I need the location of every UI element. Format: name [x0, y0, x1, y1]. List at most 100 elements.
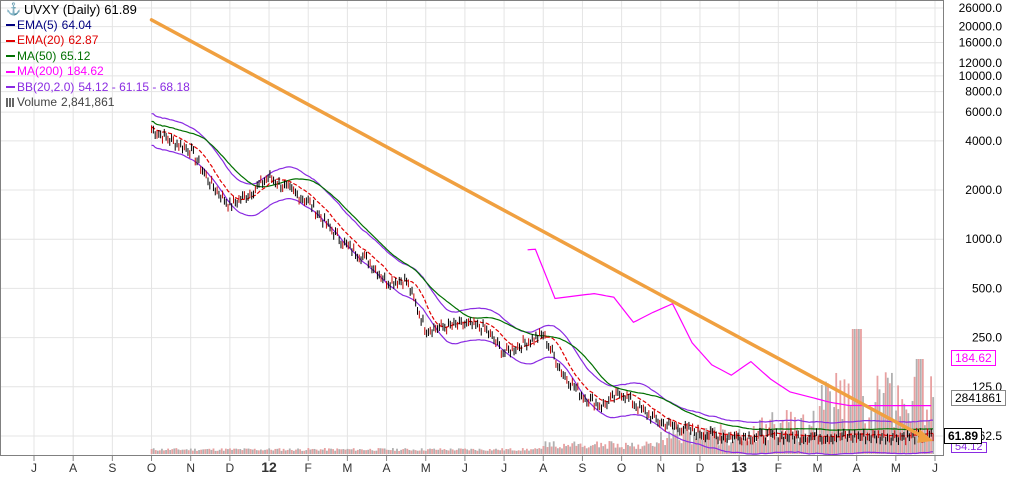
- volume-bar: [495, 448, 497, 454]
- volume-bar: [272, 450, 275, 454]
- volume-bar: [585, 448, 588, 454]
- volume-bar: [862, 396, 864, 454]
- volume-bar: [280, 450, 283, 454]
- legend-label-ema20: EMA(20): [17, 33, 65, 47]
- legend-label-ema5: EMA(5): [17, 17, 58, 32]
- legend-item-ema20: EMA(20) 62.87: [6, 33, 190, 49]
- x-tick-label: A: [539, 461, 547, 475]
- volume-bar: [620, 447, 623, 454]
- volume-bar: [301, 450, 304, 454]
- volume-bar: [579, 443, 582, 454]
- volume-bar: [726, 438, 728, 454]
- volume-bar: [511, 450, 514, 454]
- volume-bar: [290, 449, 293, 454]
- volume-bar: [919, 359, 922, 454]
- volume-bar: [631, 442, 633, 454]
- volume-bar: [321, 449, 324, 454]
- legend-label-volume: Volume: [17, 95, 58, 109]
- volume-bar: [746, 441, 749, 454]
- volume-bar: [777, 437, 780, 454]
- volume-bar: [266, 449, 268, 454]
- volume-bar: [756, 438, 759, 454]
- legend-swatch-ma50: [6, 55, 15, 58]
- volume-bar: [736, 433, 739, 454]
- volume-bar: [893, 427, 895, 454]
- volume-bar: [468, 450, 471, 454]
- ema20-line: [151, 126, 934, 438]
- volume-bar: [293, 450, 295, 454]
- volume-bar: [767, 440, 770, 454]
- volume-bar: [354, 450, 357, 454]
- volume-bar: [668, 431, 671, 454]
- volume-bar: [734, 434, 737, 454]
- volume-bar: [398, 450, 400, 454]
- volume-bar: [818, 406, 821, 454]
- volume-bar: [309, 449, 312, 454]
- volume-bar: [513, 450, 516, 454]
- volume-bar: [404, 448, 407, 454]
- x-tick-label: S: [578, 461, 586, 475]
- volume-bar: [825, 381, 827, 454]
- volume-bar: [769, 419, 772, 454]
- volume-bar: [814, 431, 817, 454]
- volume-bar: [567, 444, 570, 454]
- legend-value-ema20: 62.87: [68, 33, 99, 47]
- x-tick-label: J: [462, 461, 468, 475]
- volume-bar: [602, 446, 605, 454]
- volume-bar: [472, 448, 475, 454]
- volume-bar: [443, 449, 446, 454]
- x-tick-label: O: [617, 461, 626, 475]
- volume-bar: [328, 448, 330, 454]
- volume-bar: [332, 449, 334, 454]
- volume-bar: [255, 450, 258, 454]
- volume-bar: [792, 438, 794, 454]
- volume-bar: [822, 409, 825, 454]
- volume-bar: [212, 448, 215, 454]
- volume-bar: [544, 441, 547, 454]
- volume-bar: [765, 424, 768, 454]
- volume-bar: [462, 448, 464, 454]
- y-tick-label: 16000.0: [959, 35, 1003, 49]
- volume-bar: [905, 409, 908, 454]
- volume-bar: [752, 426, 755, 454]
- volume-bar: [917, 359, 920, 454]
- volume-bar: [845, 437, 848, 454]
- volume-bar: [191, 450, 194, 454]
- legend-swatch-ema20: [6, 39, 15, 42]
- volume-bar: [416, 450, 419, 454]
- volume-bar: [161, 448, 163, 454]
- volume-bar: [237, 449, 240, 454]
- volume-bar: [583, 445, 586, 454]
- volume-bar: [548, 442, 551, 454]
- volume-bar: [307, 448, 310, 454]
- volume-bar: [565, 446, 567, 454]
- volume-bar: [410, 450, 413, 454]
- volume-bar: [655, 442, 658, 454]
- volume-bar: [709, 426, 712, 454]
- volume-bar: [445, 449, 448, 454]
- x-tick-label: J: [932, 461, 938, 475]
- volume-bar: [274, 448, 277, 454]
- volume-bar: [864, 423, 866, 454]
- volume-bar: [674, 434, 677, 454]
- volume-bar: [375, 450, 378, 454]
- volume-bar: [930, 376, 932, 454]
- volume-bar: [552, 441, 555, 454]
- volume-bar: [218, 449, 221, 454]
- volume-value-tag: 2841861: [951, 390, 1006, 406]
- legend-label-bb: BB(20,2.0): [17, 79, 75, 94]
- volume-bar: [647, 443, 650, 454]
- volume-bar: [589, 445, 592, 454]
- volume-bar: [738, 429, 741, 454]
- volume-bar: [653, 446, 656, 454]
- volume-bar: [860, 329, 862, 454]
- volume-bar: [587, 447, 590, 454]
- volume-bar: [540, 448, 543, 454]
- volume-bar: [759, 419, 761, 454]
- legend-title-row: ⚓ UVXY (Daily) 61.89: [6, 2, 190, 18]
- volume-bar: [356, 449, 359, 454]
- legend-label-ma50: MA(50): [17, 48, 57, 63]
- legend-item-volume: Volume 2,841,861: [6, 95, 190, 111]
- volume-bar: [295, 449, 297, 454]
- volume-bar: [204, 449, 207, 454]
